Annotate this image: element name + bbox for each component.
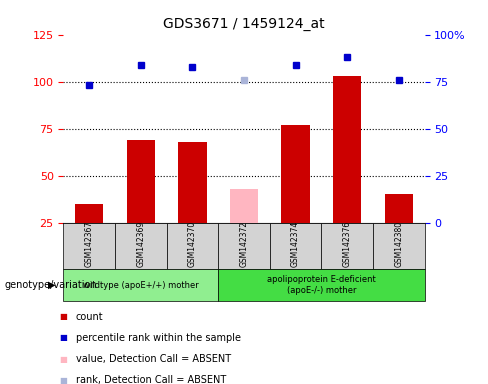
Text: genotype/variation: genotype/variation [5, 280, 98, 290]
Text: GSM142380: GSM142380 [394, 221, 403, 267]
Bar [75, 204, 103, 223]
Bar [282, 125, 310, 223]
Bar [230, 189, 258, 223]
Bar [385, 195, 413, 223]
Text: GSM142367: GSM142367 [85, 221, 94, 267]
Text: GSM142370: GSM142370 [188, 221, 197, 267]
Text: rank, Detection Call = ABSENT: rank, Detection Call = ABSENT [76, 375, 226, 384]
Text: ■: ■ [60, 354, 67, 364]
Text: GSM142372: GSM142372 [240, 221, 248, 267]
Text: ■: ■ [60, 376, 67, 384]
Title: GDS3671 / 1459124_at: GDS3671 / 1459124_at [163, 17, 325, 31]
Text: wildtype (apoE+/+) mother: wildtype (apoE+/+) mother [83, 281, 199, 290]
Text: GSM142374: GSM142374 [291, 221, 300, 267]
Bar [333, 76, 362, 223]
Text: percentile rank within the sample: percentile rank within the sample [76, 333, 241, 343]
Text: apolipoprotein E-deficient
(apoE-/-) mother: apolipoprotein E-deficient (apoE-/-) mot… [267, 275, 376, 295]
Text: ▶: ▶ [47, 280, 55, 290]
Text: GSM142369: GSM142369 [136, 221, 145, 267]
Text: value, Detection Call = ABSENT: value, Detection Call = ABSENT [76, 354, 231, 364]
Text: GSM142376: GSM142376 [343, 221, 352, 267]
Text: ■: ■ [60, 312, 67, 321]
Text: count: count [76, 312, 103, 322]
Bar [127, 140, 155, 223]
Bar [178, 142, 206, 223]
Text: ■: ■ [60, 333, 67, 343]
